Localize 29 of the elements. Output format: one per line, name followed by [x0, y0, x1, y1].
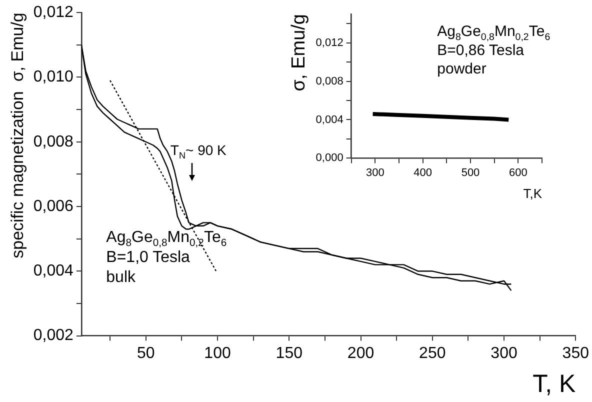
x-tick-label: 400 — [414, 166, 432, 179]
y-tick-label: 0,004 — [33, 262, 74, 280]
y-tick-label: 0,002 — [33, 327, 74, 344]
x-axis-title: T,K — [523, 186, 542, 201]
y-tick-label: 0,004 — [316, 114, 344, 126]
x-tick-label: 50 — [137, 344, 155, 362]
y-axis-title: specific magnetization σ, Emu/g — [8, 12, 27, 258]
y-tick-label: 0,010 — [33, 68, 74, 86]
annotation: powder — [437, 60, 486, 78]
x-tick-label: 150 — [276, 344, 303, 362]
x-tick-label: 250 — [419, 344, 446, 362]
y-tick-label: 0,008 — [316, 75, 344, 88]
x-tick-label: 350 — [562, 344, 590, 362]
x-tick-label: 300 — [490, 344, 518, 362]
x-axis-title: T, K — [532, 370, 576, 398]
y-tick-label: 0,012 — [316, 36, 344, 49]
y-tick-label: 0,012 — [33, 4, 74, 22]
x-tick-label: 300 — [366, 166, 384, 179]
annotation: B=1,0 Tesla — [106, 248, 190, 266]
x-tick-label: 500 — [461, 166, 480, 179]
annotation: B=0,86 Tesla — [437, 42, 525, 59]
x-tick-label: 600 — [508, 166, 528, 179]
annotation: bulk — [106, 268, 136, 286]
y-tick-label: 0,006 — [33, 198, 74, 215]
y-tick-label: 0,008 — [33, 133, 74, 150]
x-tick-label: 200 — [347, 344, 374, 362]
y-axis-title: σ, Emu/g — [288, 14, 310, 92]
x-tick-label: 100 — [204, 344, 231, 362]
y-tick-label: 0,000 — [316, 152, 344, 164]
